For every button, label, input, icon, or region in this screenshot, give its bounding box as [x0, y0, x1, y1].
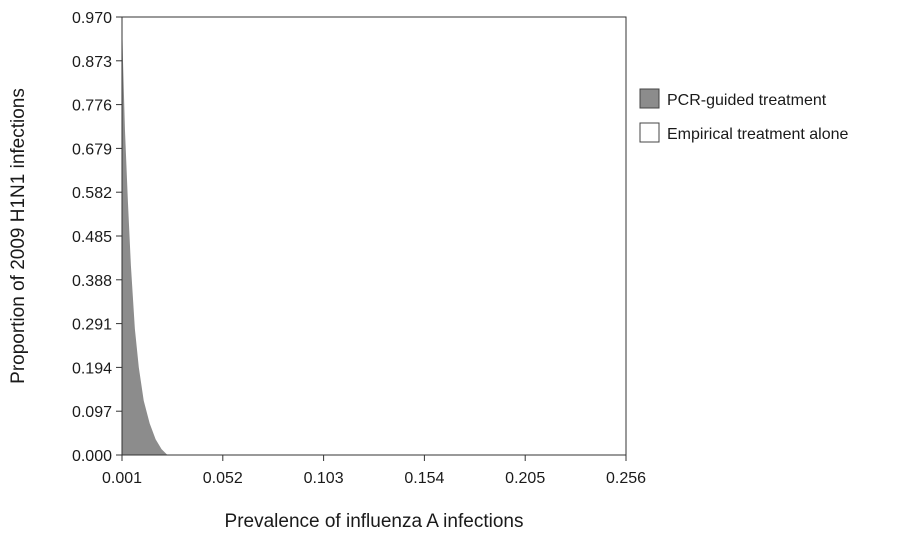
y-tick-label: 0.485: [72, 229, 112, 246]
x-tick-label: 0.205: [505, 470, 545, 487]
y-tick-label: 0.582: [72, 185, 112, 202]
pcr-guided-treatment-area: [122, 17, 168, 455]
legend-item-empirical-treatment-alone: Empirical treatment alone: [639, 122, 849, 143]
y-tick-label: 0.194: [72, 360, 112, 377]
y-tick-label: 0.970: [72, 10, 112, 27]
y-tick-label: 0.097: [72, 404, 112, 421]
y-axis-title: Proportion of 2009 H1N1 infections: [8, 88, 29, 384]
x-tick-label: 0.052: [203, 470, 243, 487]
y-tick-label: 0.776: [72, 98, 112, 115]
y-tick-label: 0.679: [72, 141, 112, 158]
x-tick-label: 0.256: [606, 470, 646, 487]
legend-label-pcr-guided-treatment: PCR-guided treatment: [667, 92, 827, 109]
x-tick-label: 0.103: [304, 470, 344, 487]
legend-label-empirical-treatment-alone: Empirical treatment alone: [667, 126, 849, 143]
legend-swatch-empirical-treatment-alone: [639, 122, 660, 143]
y-tick-label: 0.873: [72, 54, 112, 71]
legend-item-pcr-guided-treatment: PCR-guided treatment: [639, 88, 827, 109]
x-axis-title: Prevalence of influenza A infections: [225, 511, 524, 532]
x-tick-label: 0.154: [404, 470, 444, 487]
y-tick-label: 0.000: [72, 448, 112, 465]
x-axis-ticks: 0.001 0.052 0.103 0.154 0.205 0.256: [102, 455, 646, 487]
legend: PCR-guided treatment Empirical treatment…: [639, 88, 849, 143]
y-tick-label: 0.388: [72, 273, 112, 290]
legend-swatch-pcr-guided-treatment: [639, 88, 660, 109]
y-tick-label: 0.291: [72, 317, 112, 334]
y-axis-ticks: 0.000 0.097 0.194 0.291 0.388 0.485 0.582 0.679…: [72, 10, 122, 465]
x-tick-label: 0.001: [102, 470, 142, 487]
